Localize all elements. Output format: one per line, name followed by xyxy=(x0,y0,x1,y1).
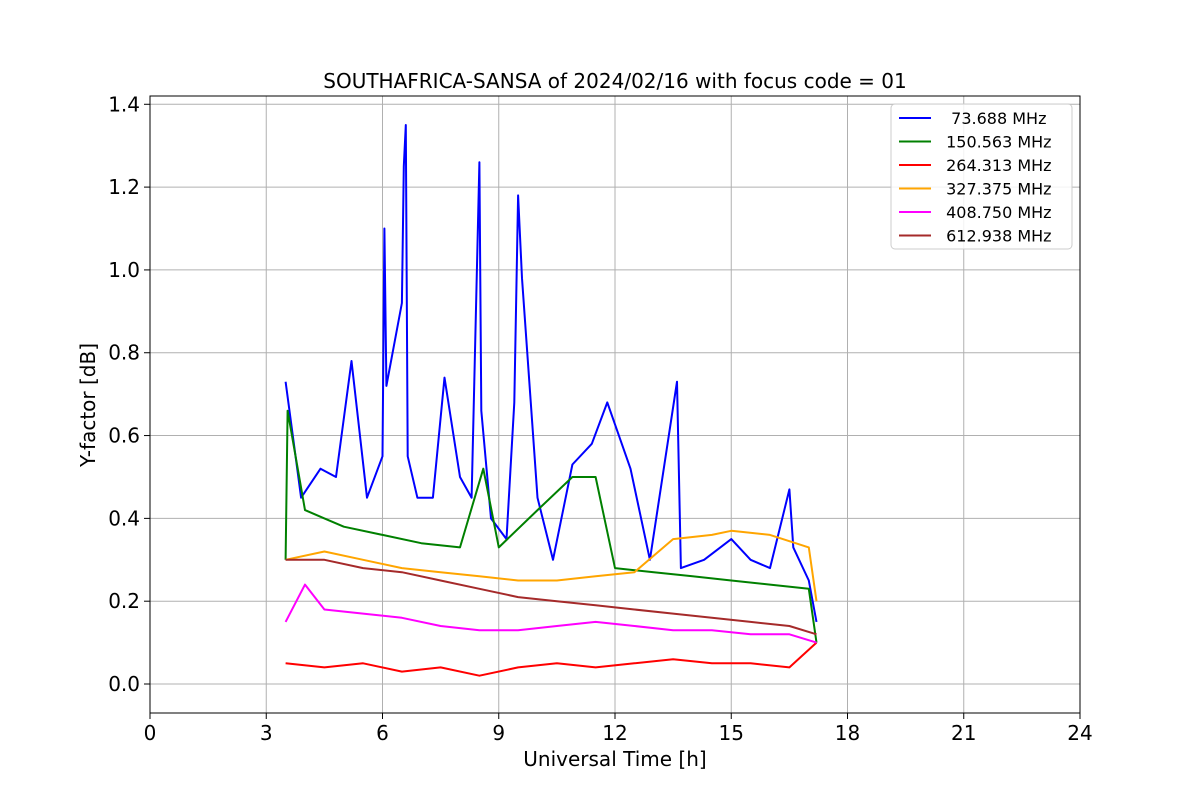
legend-label: 612.938 MHz xyxy=(941,227,1052,246)
series-line-4 xyxy=(285,529,818,602)
series-line-1 xyxy=(284,124,818,623)
x-axis: 0 3 6 9 12 15 18 21 24 xyxy=(144,713,1093,745)
y-tick-label: 1.4 xyxy=(108,92,140,116)
legend-box xyxy=(890,103,1073,250)
chart-title: SOUTHAFRICA-SANSA of 2024/02/16 with foc… xyxy=(323,69,907,93)
y-tick-label: 1.0 xyxy=(108,258,140,282)
x-tick-label: 6 xyxy=(376,721,389,745)
y-axis: 0.0 0.2 0.4 0.6 0.8 1.0 1.2 1.4 xyxy=(108,92,150,696)
series-line-6 xyxy=(285,558,817,636)
x-axis-label: Universal Time [h] xyxy=(523,747,706,771)
x-tick-label: 15 xyxy=(719,721,744,745)
y-tick-label: 0.8 xyxy=(108,341,140,365)
legend-label: 327.375 MHz xyxy=(941,180,1052,199)
series-group xyxy=(284,124,818,677)
x-tick-label: 9 xyxy=(492,721,505,745)
y-tick-label: 0.2 xyxy=(108,589,140,613)
x-tick-label: 3 xyxy=(260,721,273,745)
x-tick-label: 0 xyxy=(144,721,157,745)
x-tick-label: 12 xyxy=(602,721,627,745)
series-line-3 xyxy=(285,641,818,677)
series-line-2 xyxy=(284,409,818,643)
legend: 73.688 MHz 150.563 MHz 264.313 MHz 327.3… xyxy=(890,103,1073,250)
series-line-5 xyxy=(284,583,817,644)
y-axis-label: Y-factor [dB] xyxy=(76,343,100,468)
legend-label: 150.563 MHz xyxy=(941,133,1052,152)
legend-label: 264.313 MHz xyxy=(941,156,1052,175)
y-tick-label: 0.4 xyxy=(108,506,140,530)
legend-label: 73.688 MHz xyxy=(941,109,1046,128)
x-tick-label: 21 xyxy=(951,721,976,745)
y-tick-label: 0.6 xyxy=(108,424,140,448)
legend-label: 408.750 MHz xyxy=(941,203,1052,222)
x-tick-label: 18 xyxy=(835,721,860,745)
y-tick-label: 1.2 xyxy=(108,175,140,199)
y-tick-label: 0.0 xyxy=(108,672,140,696)
x-tick-label: 24 xyxy=(1067,721,1092,745)
